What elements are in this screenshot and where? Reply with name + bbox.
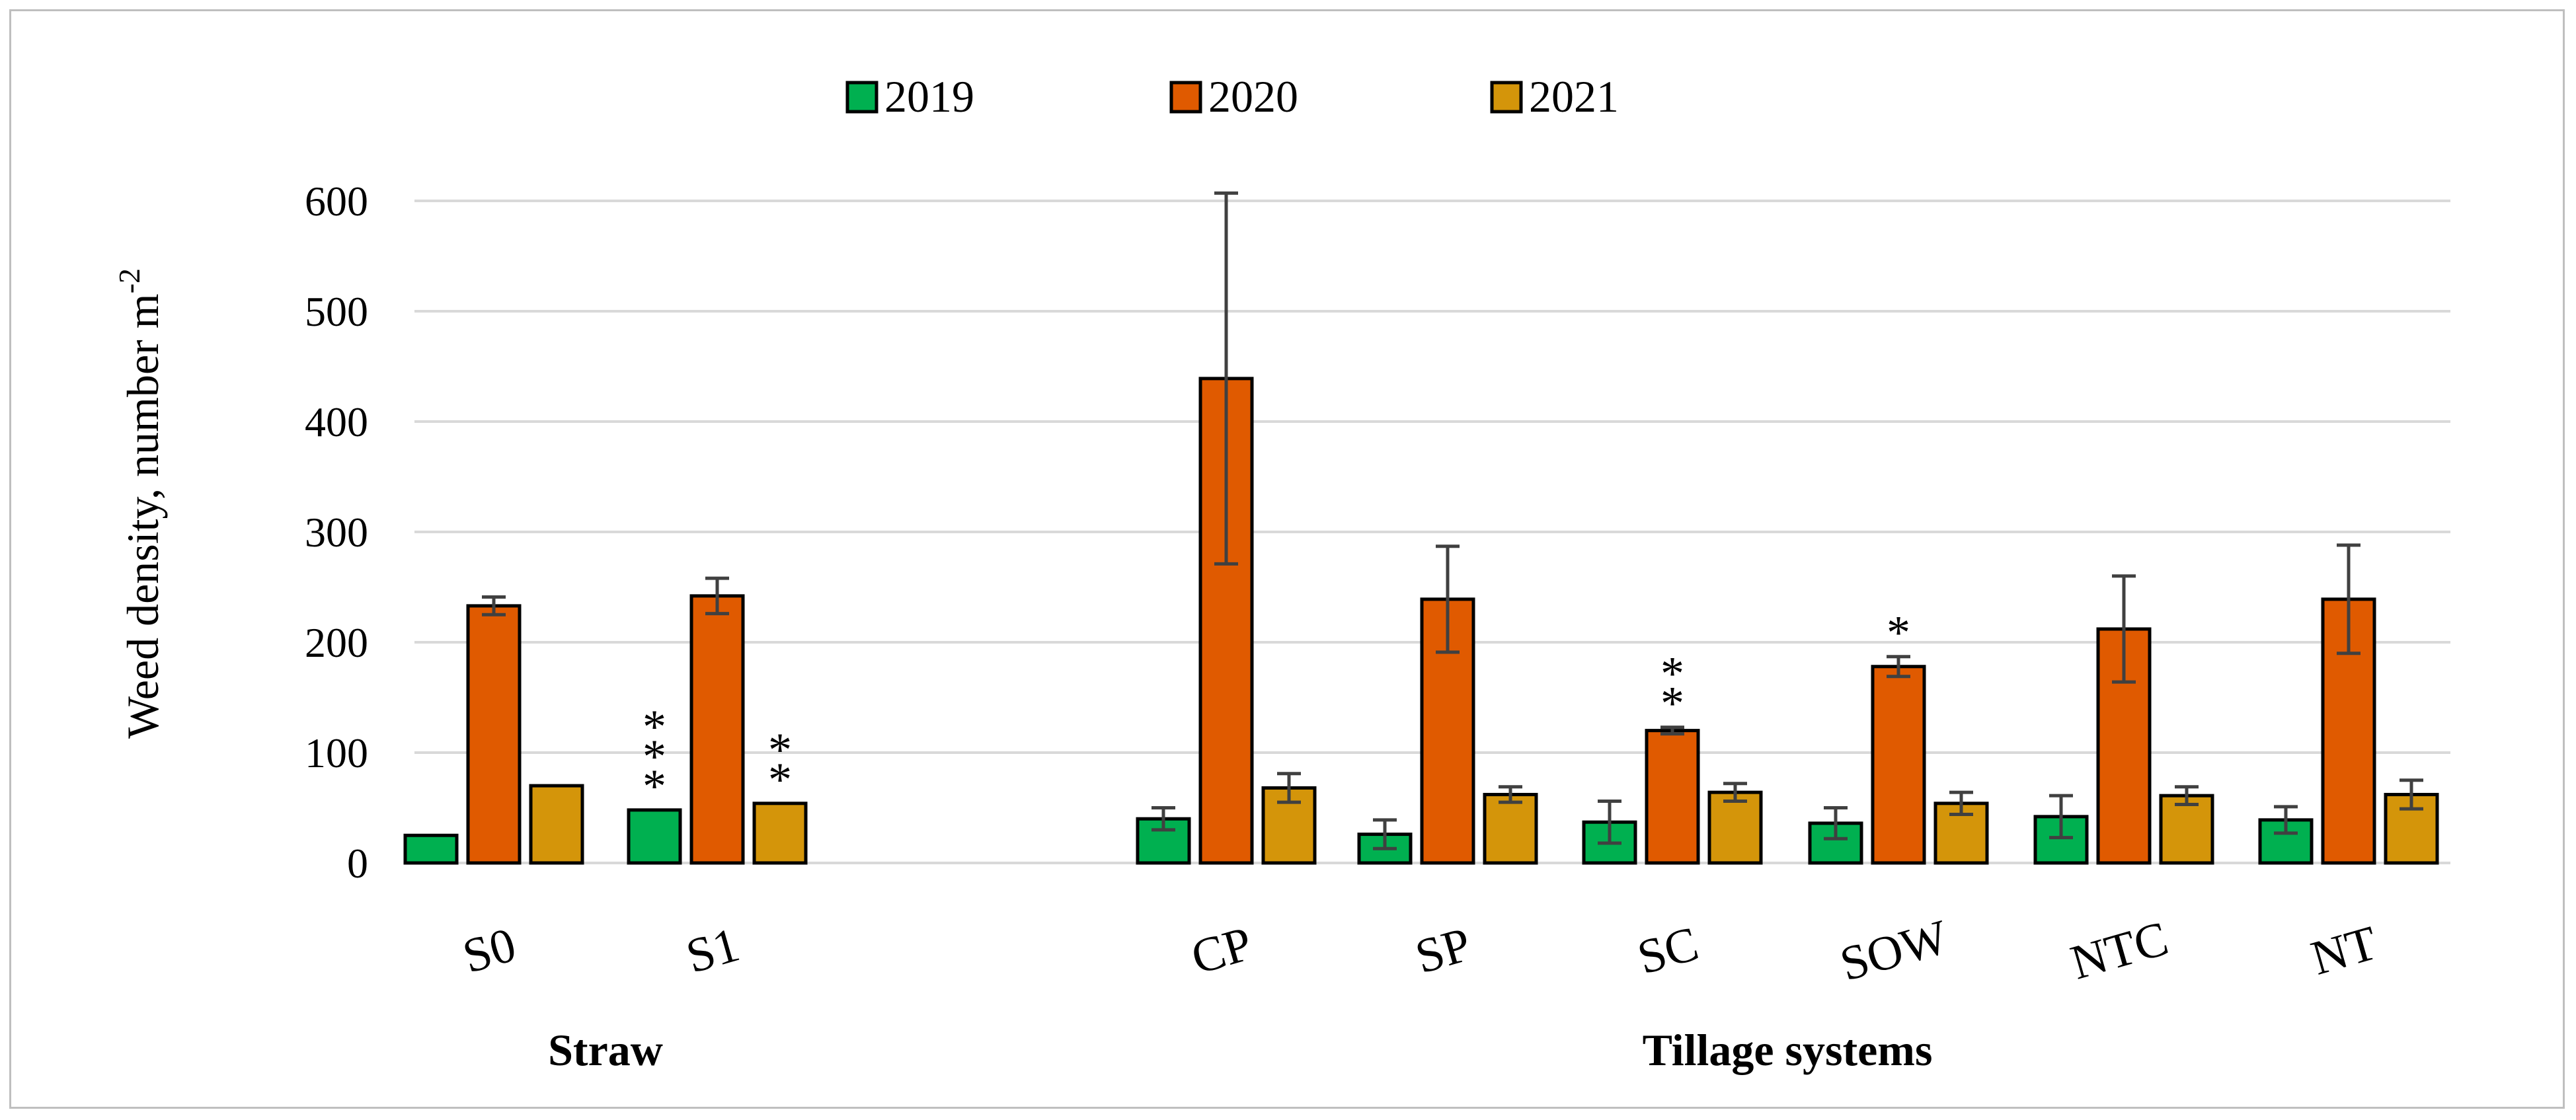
category-label-SC: SC xyxy=(1632,916,1705,985)
bars xyxy=(403,377,2439,865)
y-axis-title-text: Weed density, number m xyxy=(118,293,168,739)
bar-2020-S0 xyxy=(466,604,522,865)
y-tick-label: 600 xyxy=(305,178,368,225)
error-bar-2020-CP xyxy=(1214,191,1238,566)
y-tick-label: 200 xyxy=(305,619,368,666)
significance-SC-2020: ** xyxy=(1660,648,1684,730)
y-axis-title: Weed density, number m-2 xyxy=(112,268,168,739)
significance-S1-2019: *** xyxy=(643,700,666,813)
error-bar-2021-SC xyxy=(1723,782,1747,803)
y-axis-title-superscript: -2 xyxy=(112,268,146,293)
error-bar-2020-SP xyxy=(1436,544,1460,654)
legend: 2019 2020 2021 xyxy=(845,71,1619,122)
bar-2021-SC xyxy=(1707,790,1763,865)
category-label-SOW: SOW xyxy=(1834,910,1954,992)
y-tick-label: 500 xyxy=(305,288,368,335)
group-label: Straw xyxy=(548,1025,663,1075)
error-bar-2020-SOW xyxy=(1887,655,1910,679)
legend-label: 2021 xyxy=(1529,71,1619,122)
bar-2020-SOW xyxy=(1871,665,1926,865)
legend-swatch xyxy=(1490,81,1523,114)
bar-2021-S1 xyxy=(752,802,808,865)
error-bar-2019-CP xyxy=(1151,806,1175,832)
error-bar-2019-SOW xyxy=(1824,806,1848,840)
significance-S1-2021: ** xyxy=(768,724,792,806)
error-bar-2019-NTC xyxy=(2049,794,2073,840)
category-label-SP: SP xyxy=(1410,917,1477,985)
bar-2019-S0 xyxy=(403,833,459,865)
category-label-S1: S1 xyxy=(681,918,746,984)
category-label-NTC: NTC xyxy=(2065,911,2174,990)
legend-item-2021: 2021 xyxy=(1490,71,1619,122)
bar-2021-SP xyxy=(1483,792,1538,865)
asterisk: * xyxy=(768,753,792,806)
legend-label: 2019 xyxy=(884,71,974,122)
asterisk: * xyxy=(643,730,666,783)
significance-markers: ******** xyxy=(643,607,1910,813)
error-bar-2019-SP xyxy=(1373,818,1397,850)
chart-frame: 0 100 200 300 400 500 600 * * * * * * * * S0 S1 CP SP SC S… xyxy=(9,9,2565,1109)
x-axis-category-labels: S0 S1 CP SP SC SOW NTC NT xyxy=(457,910,2384,992)
category-label-S0: S0 xyxy=(457,918,522,984)
error-bar-2020-S1 xyxy=(705,576,729,616)
bar-2020-S1 xyxy=(689,594,745,865)
group-label: Tillage systems xyxy=(1643,1025,1933,1075)
category-label-NT: NT xyxy=(2306,916,2383,986)
error-bar-2021-SP xyxy=(1499,785,1522,804)
legend-label: 2020 xyxy=(1208,71,1298,122)
error-bar-2019-NT xyxy=(2274,805,2298,835)
group-labels: Straw Tillage systems xyxy=(548,1025,1932,1075)
error-bar-2020-SC xyxy=(1660,726,1684,736)
error-bar-2021-NT xyxy=(2400,778,2423,811)
bar-2019-S1 xyxy=(627,808,682,865)
bar-2021-NTC xyxy=(2159,794,2214,865)
y-tick-label: 100 xyxy=(305,729,368,776)
asterisk: * xyxy=(1887,607,1910,659)
error-bar-2021-NTC xyxy=(2175,785,2199,806)
error-bar-2019-SC xyxy=(1598,799,1621,845)
error-bar-2021-SOW xyxy=(1949,790,1973,817)
bar-2021-S0 xyxy=(529,784,584,865)
category-label-CP: CP xyxy=(1186,916,1259,985)
legend-swatch xyxy=(845,81,878,114)
error-bars xyxy=(482,191,2423,850)
y-tick-label: 0 xyxy=(347,840,368,887)
bar-2020-SP xyxy=(1420,597,1475,865)
significance-SOW-2020: * xyxy=(1887,607,1910,659)
asterisk: * xyxy=(643,700,666,753)
asterisk: * xyxy=(1660,677,1684,730)
legend-item-2019: 2019 xyxy=(845,71,974,122)
asterisk: * xyxy=(768,724,792,776)
asterisk: * xyxy=(643,760,666,813)
error-bar-2020-S0 xyxy=(482,595,506,616)
error-bar-2021-CP xyxy=(1277,772,1301,804)
y-tick-label: 300 xyxy=(305,509,368,556)
bar-2020-CP xyxy=(1198,377,1254,865)
bar-2020-SC xyxy=(1645,729,1700,865)
legend-swatch xyxy=(1169,81,1202,114)
y-tick-label: 400 xyxy=(305,398,368,445)
y-axis-ticks: 0 100 200 300 400 500 600 xyxy=(305,178,368,887)
legend-item-2020: 2020 xyxy=(1169,71,1298,122)
error-bar-2020-NTC xyxy=(2112,574,2136,684)
asterisk: * xyxy=(1660,648,1684,700)
error-bar-2020-NT xyxy=(2337,543,2361,655)
y-axis-label: Weed density, number m-2 xyxy=(112,268,168,739)
